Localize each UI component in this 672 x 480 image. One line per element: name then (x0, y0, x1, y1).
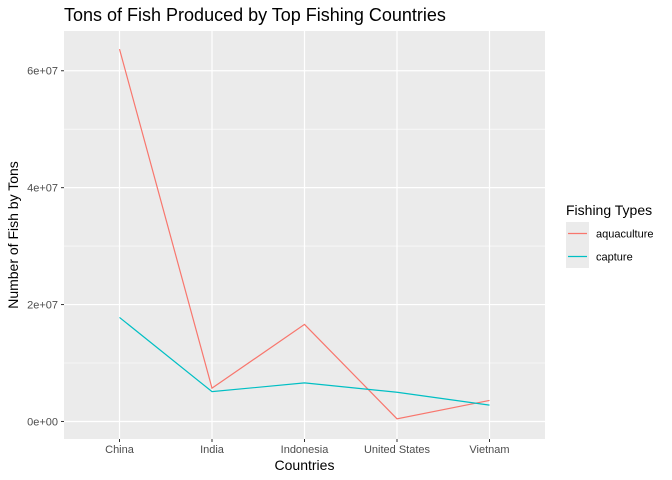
x-axis-ticks: China India Indonesia United States Vietnam (105, 439, 510, 456)
y-axis-ticks: 0e+00 2e+07 4e+07 6e+07 (27, 66, 64, 428)
y-axis-title: Number of Fish by Tons (5, 161, 21, 309)
legend-title: Fishing Types (566, 202, 652, 218)
legend-items: aquaculture capture (566, 222, 654, 268)
y-tick-label: 0e+00 (27, 416, 58, 428)
y-tick-label: 2e+07 (27, 300, 58, 312)
chart-title: Tons of Fish Produced by Top Fishing Cou… (64, 5, 446, 25)
major-gridlines (64, 31, 545, 439)
x-tick-label: China (105, 444, 135, 456)
x-tick-label: Vietnam (469, 444, 509, 456)
y-tick-label: 4e+07 (27, 183, 58, 195)
x-tick-label: India (200, 444, 225, 456)
x-tick-label: Indonesia (281, 444, 330, 456)
legend: Fishing Types aquaculture capture (566, 202, 654, 268)
series-lines (118, 48, 490, 420)
legend-label-aquaculture: aquaculture (596, 229, 654, 241)
x-axis-title: Countries (275, 457, 335, 473)
y-tick-label: 6e+07 (27, 66, 58, 78)
legend-label-capture: capture (596, 252, 633, 264)
x-tick-label: United States (364, 444, 431, 456)
